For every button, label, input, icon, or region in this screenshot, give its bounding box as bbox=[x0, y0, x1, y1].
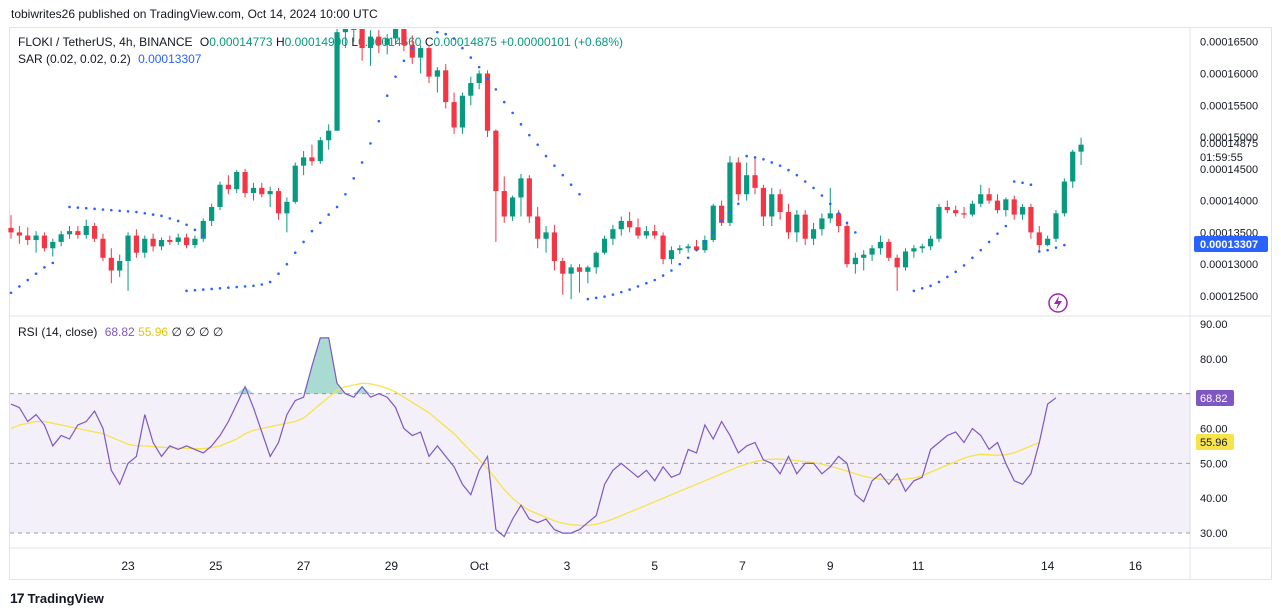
rsi-label[interactable]: RSI (14, close) bbox=[18, 325, 98, 339]
tradingview-logo[interactable]: 17 TradingView bbox=[10, 590, 104, 606]
sar-legend: SAR (0.02, 0.02, 0.2) 0.00013307 bbox=[18, 52, 201, 66]
symbol-label[interactable]: FLOKI / TetherUS, 4h, BINANCE bbox=[18, 35, 193, 49]
open-value: 0.00014773 bbox=[209, 35, 273, 49]
low-value: 0.00014560 bbox=[358, 35, 422, 49]
price-legend: FLOKI / TetherUS, 4h, BINANCE O0.0001477… bbox=[18, 35, 623, 49]
rsi-extra-3: ∅ bbox=[199, 325, 210, 339]
rsi-legend: RSI (14, close) 68.82 55.96 ∅ ∅ ∅ ∅ bbox=[18, 325, 223, 339]
sar-label[interactable]: SAR (0.02, 0.02, 0.2) bbox=[18, 52, 131, 66]
chart-frame bbox=[9, 27, 1272, 580]
close-value: 0.00014875 bbox=[433, 35, 497, 49]
tradingview-logo-text: TradingView bbox=[27, 590, 104, 606]
rsi-extra-1: ∅ bbox=[171, 325, 182, 339]
low-label: L bbox=[351, 35, 359, 49]
high-value: 0.00014990 bbox=[284, 35, 349, 49]
open-label: O bbox=[199, 35, 210, 49]
change-value: +0.00000101 (+0.68%) bbox=[500, 35, 623, 49]
high-label: H bbox=[275, 35, 285, 49]
tradingview-mark-icon: 17 bbox=[10, 590, 25, 606]
rsi-extra-2: ∅ bbox=[185, 325, 196, 339]
rsi-ma-value: 55.96 bbox=[138, 325, 169, 339]
sar-value: 0.00013307 bbox=[138, 52, 202, 66]
published-by: tobiwrites26 published on TradingView.co… bbox=[11, 7, 378, 21]
rsi-value: 68.82 bbox=[104, 325, 135, 339]
rsi-extra-4: ∅ bbox=[212, 325, 224, 339]
close-label: C bbox=[424, 35, 434, 49]
